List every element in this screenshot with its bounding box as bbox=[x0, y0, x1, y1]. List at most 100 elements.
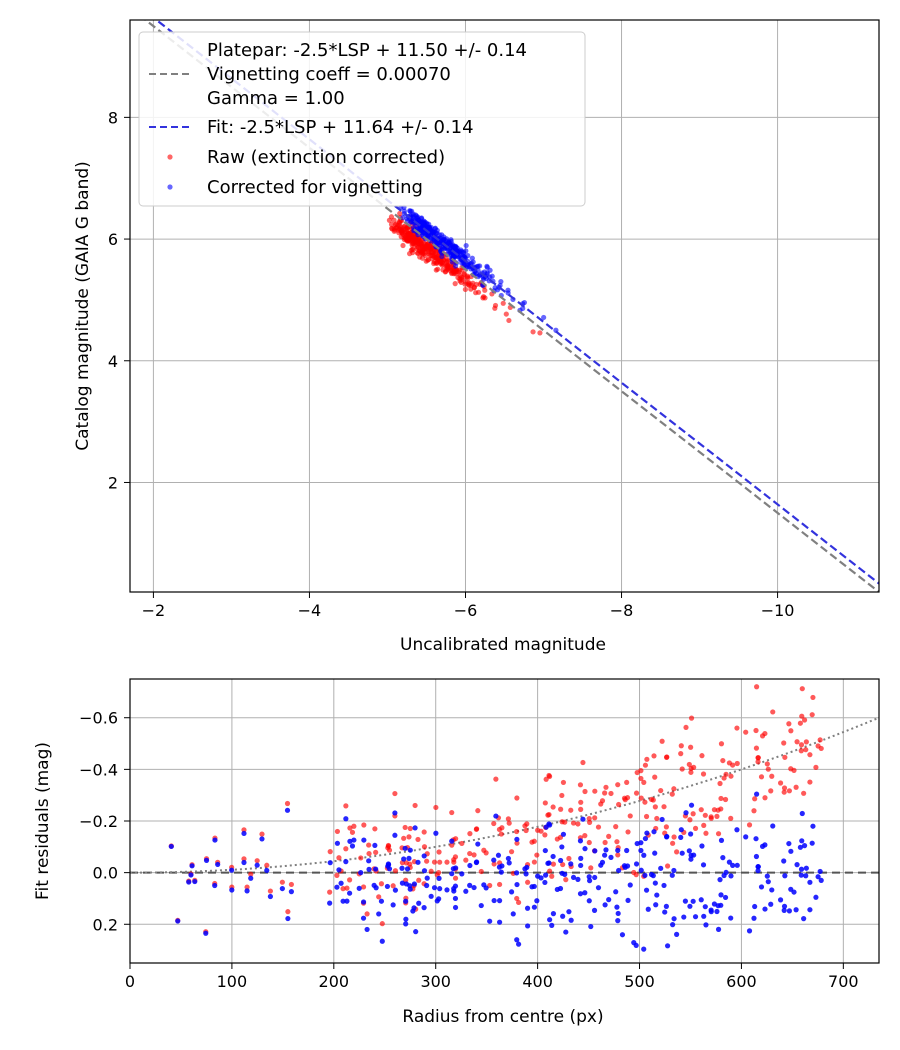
bottom-raw-point bbox=[379, 921, 385, 927]
legend-platepar-label: Platepar: -2.5*LSP + 11.50 +/- 0.14 bbox=[207, 40, 527, 61]
bottom-corrected-point bbox=[478, 902, 484, 909]
bottom-raw-point bbox=[734, 760, 740, 767]
bottom-corrected-point bbox=[786, 908, 792, 914]
bottom-raw-point bbox=[481, 847, 487, 853]
bottom-corrected-point bbox=[791, 889, 797, 895]
legend-box bbox=[138, 31, 586, 207]
bottom-raw-point bbox=[378, 881, 385, 887]
bottom-corrected-point bbox=[399, 865, 405, 871]
bottom-raw-point bbox=[575, 821, 581, 827]
bottom-corrected-point bbox=[788, 848, 794, 854]
bottom-corrected-point bbox=[168, 843, 174, 850]
bottom-raw-point bbox=[254, 858, 260, 864]
bottom-raw-point bbox=[463, 857, 469, 863]
bottom-raw-point bbox=[743, 729, 749, 735]
bottom-corrected-point bbox=[698, 897, 704, 903]
bottom-raw-point bbox=[467, 831, 473, 837]
bottom-corrected-point bbox=[578, 855, 584, 861]
bottom-raw-point bbox=[506, 820, 512, 826]
bottom-raw-point bbox=[781, 740, 787, 746]
bottom-raw-point bbox=[734, 725, 740, 731]
bottom-corrected-point bbox=[662, 909, 668, 915]
bottom-raw-point bbox=[452, 875, 459, 881]
legend-raw-marker bbox=[167, 154, 173, 160]
bottom-raw-point bbox=[818, 745, 824, 752]
bottom-raw-point bbox=[285, 909, 291, 915]
bottom-corrected-point bbox=[364, 926, 370, 933]
top-raw-point bbox=[433, 267, 439, 273]
bottom-y-tick-label: −0.4 bbox=[79, 760, 118, 779]
bottom-corrected-point bbox=[708, 907, 714, 913]
bottom-corrected-point bbox=[412, 825, 418, 831]
bottom-x-tick-label: 600 bbox=[726, 972, 757, 991]
bottom-corrected-point bbox=[587, 878, 593, 884]
bottom-corrected-point bbox=[568, 917, 574, 923]
bottom-raw-point bbox=[361, 822, 367, 828]
bottom-corrected-point bbox=[602, 852, 608, 858]
bottom-raw-point bbox=[522, 823, 528, 829]
bottom-corrected-point bbox=[491, 857, 497, 863]
bottom-raw-point bbox=[613, 824, 619, 830]
bottom-raw-point bbox=[570, 820, 577, 826]
top-corrected-point bbox=[505, 287, 511, 293]
bottom-corrected-point bbox=[726, 859, 733, 865]
bottom-corrected-point bbox=[349, 843, 356, 849]
bottom-x-tick-label: 0 bbox=[125, 972, 135, 991]
bottom-corrected-point bbox=[254, 862, 260, 868]
bottom-raw-point bbox=[791, 767, 797, 773]
bottom-corrected-point bbox=[531, 904, 537, 910]
top-corrected-point bbox=[452, 263, 459, 269]
top-y-axis-label: Catalog magnitude (GAIA G band) bbox=[73, 161, 93, 451]
bottom-raw-point bbox=[809, 712, 815, 718]
bottom-raw-point bbox=[392, 868, 399, 874]
bottom-corrected-point bbox=[563, 929, 569, 935]
bottom-raw-point bbox=[616, 801, 622, 808]
bottom-raw-point bbox=[385, 842, 392, 849]
top-raw-point bbox=[404, 237, 410, 243]
legend: Platepar: -2.5*LSP + 11.50 +/- 0.14 Vign… bbox=[138, 31, 586, 207]
legend-vignetting-label: Vignetting coeff = 0.00070 bbox=[207, 64, 451, 85]
bottom-raw-point bbox=[654, 815, 660, 822]
bottom-raw-point bbox=[622, 797, 628, 803]
top-raw-point bbox=[396, 220, 403, 226]
bottom-raw-point bbox=[578, 799, 584, 805]
top-raw-point bbox=[462, 279, 468, 285]
bottom-corrected-point bbox=[782, 873, 788, 879]
bottom-raw-point bbox=[643, 813, 650, 820]
bottom-raw-point bbox=[542, 832, 548, 838]
bottom-corrected-point bbox=[654, 892, 660, 898]
bottom-raw-point bbox=[755, 755, 761, 761]
bottom-corrected-point bbox=[542, 879, 548, 886]
bottom-raw-point bbox=[602, 839, 608, 846]
bottom-corrected-point bbox=[809, 840, 815, 846]
bottom-corrected-point bbox=[336, 867, 342, 873]
bottom-corrected-point bbox=[356, 885, 362, 891]
top-corrected-point bbox=[489, 273, 495, 279]
top-corrected-point bbox=[454, 245, 460, 251]
bottom-raw-point bbox=[508, 849, 515, 855]
bottom-corrected-point bbox=[343, 859, 349, 865]
bottom-raw-point bbox=[765, 766, 771, 772]
top-corrected-point bbox=[439, 253, 445, 260]
bottom-corrected-point bbox=[192, 878, 198, 885]
bottom-raw-point bbox=[259, 831, 265, 837]
bottom-raw-point bbox=[690, 811, 696, 817]
bottom-raw-point bbox=[343, 846, 349, 852]
legend-gamma-label: Gamma = 1.00 bbox=[207, 88, 345, 109]
bottom-corrected-point bbox=[699, 843, 705, 849]
bottom-raw-point bbox=[781, 785, 788, 791]
bottom-corrected-point bbox=[481, 882, 487, 888]
top-corrected-point bbox=[433, 230, 439, 237]
bottom-raw-point bbox=[467, 850, 473, 857]
top-raw-point bbox=[506, 317, 512, 324]
bottom-corrected-point bbox=[786, 840, 792, 847]
bottom-corrected-point bbox=[402, 845, 408, 851]
bottom-corrected-point bbox=[392, 887, 399, 893]
bottom-x-tick-label: 300 bbox=[420, 972, 451, 991]
bottom-raw-point bbox=[264, 862, 270, 868]
bottom-raw-point bbox=[798, 742, 805, 748]
bottom-corrected-point bbox=[762, 906, 768, 912]
bottom-raw-point bbox=[525, 879, 531, 885]
bottom-raw-point bbox=[288, 881, 294, 888]
bottom-raw-point bbox=[625, 829, 631, 835]
